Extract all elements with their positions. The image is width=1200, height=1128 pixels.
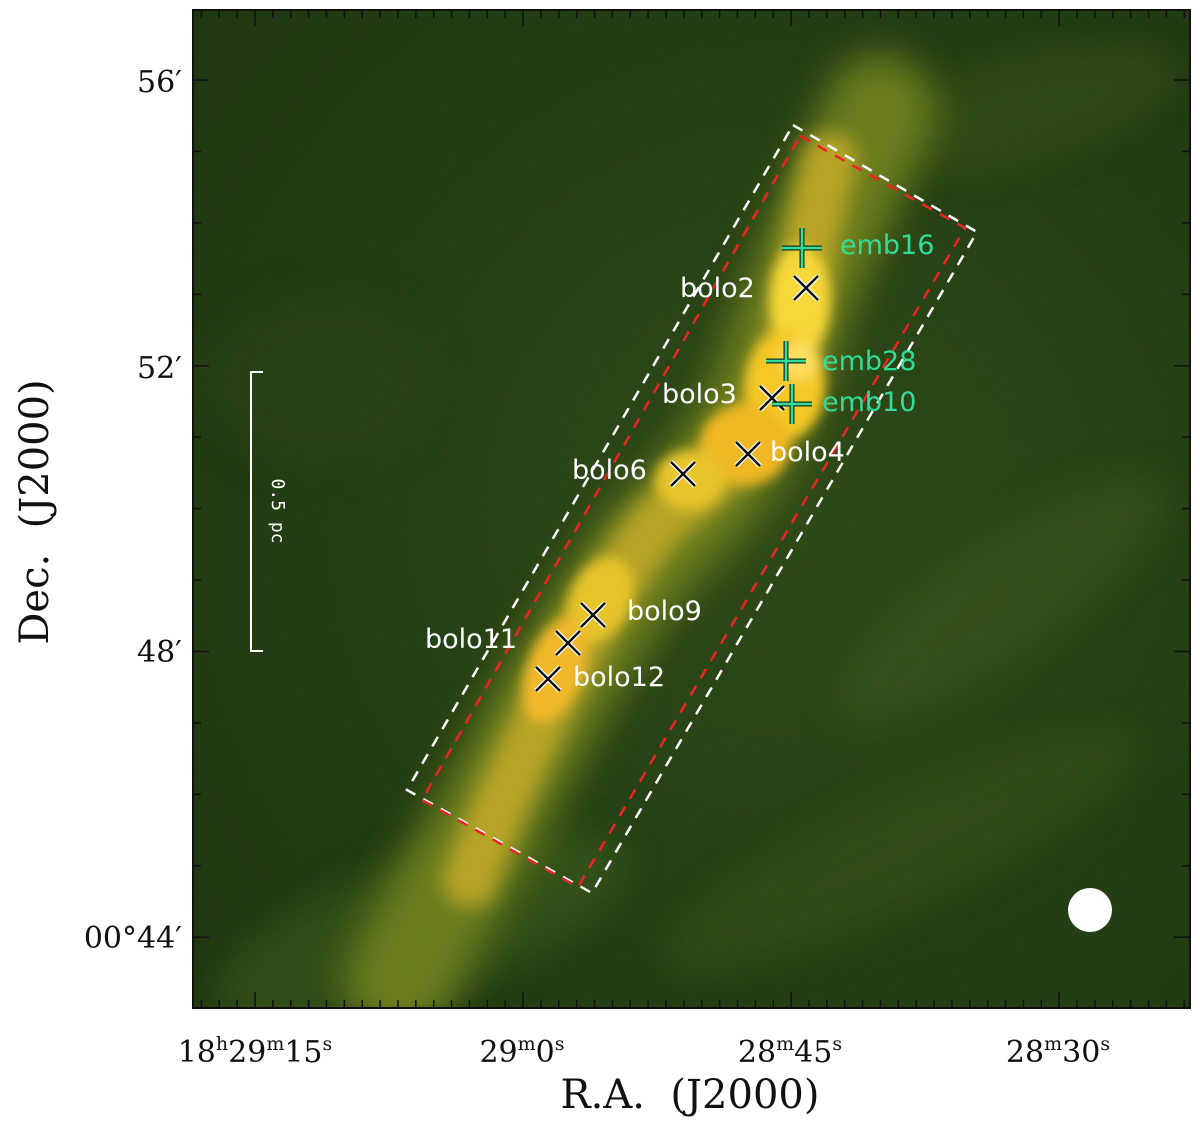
bolo-marker-bolo6 [669,460,697,488]
y-tick-label-52: 52′ [137,351,182,386]
x-tick-label-0: 18h29m15s [178,1033,333,1070]
label-bolo4: bolo4 [770,437,845,468]
bolo-marker-bolo2 [792,274,820,302]
x-tick-label-2: 28m45s [738,1033,842,1070]
inner-box [420,134,967,889]
y-tick-label-56: 56′ [137,65,182,100]
axis-ticks [193,10,1190,1008]
label-bolo6: bolo6 [572,455,647,486]
scale-bar-label: 0.5 pc [267,478,288,543]
sky-image [193,10,1190,1008]
bolo-marker-bolo4 [734,440,762,468]
emb-marker-emb16 [782,228,822,268]
label-bolo12: bolo12 [573,662,665,693]
label-emb16: emb16 [840,230,934,261]
label-bolo2: bolo2 [680,273,755,304]
y-tick-label-44: 00°44′ [84,921,182,956]
bolo-marker-bolo11 [554,629,582,657]
x-tick-label-3: 28m30s [1006,1033,1110,1070]
label-emb10: emb10 [822,387,916,418]
outer-box [405,123,979,895]
emb-marker-emb28 [766,341,806,381]
region-boxes [405,123,979,895]
label-emb28: emb28 [822,346,916,377]
scale-bar [250,371,263,652]
x-axis-title: R.A. (J2000) [561,1072,820,1118]
emb-marker-emb10 [772,384,812,424]
bolo-marker-bolo9 [579,601,607,629]
label-bolo11: bolo11 [425,624,517,655]
y-tick-label-48: 48′ [137,635,182,670]
bolo-marker-bolo12 [534,665,562,693]
x-tick-label-1: 29m0s [479,1033,564,1070]
beam-circle [1068,888,1112,932]
label-bolo3: bolo3 [662,379,737,410]
label-bolo9: bolo9 [627,596,702,627]
y-axis-title: Dec. (J2000) [12,379,58,644]
